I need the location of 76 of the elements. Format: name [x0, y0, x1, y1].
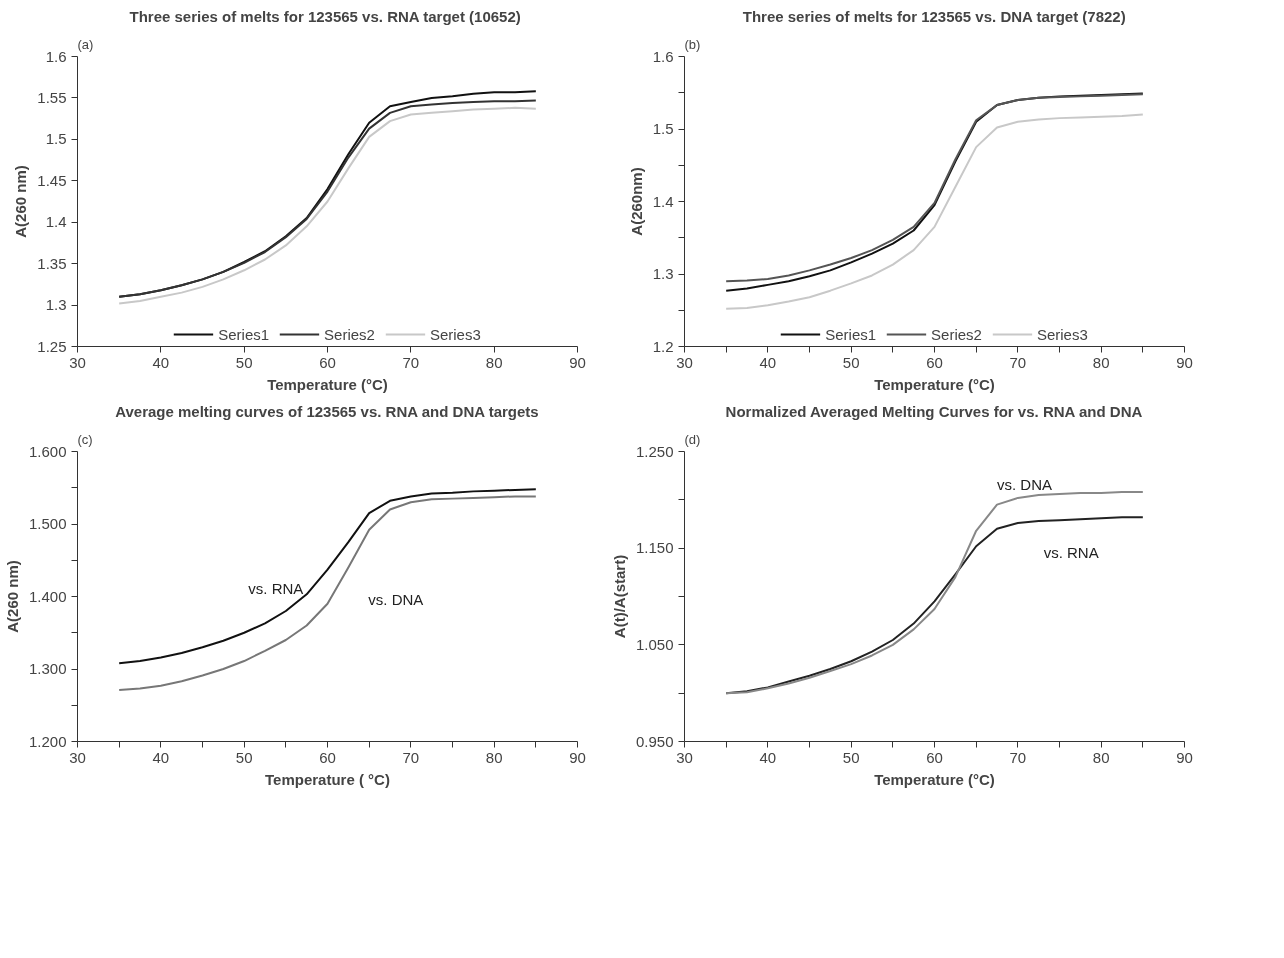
x-tick-label: 40	[759, 748, 777, 766]
text: (b)	[684, 36, 701, 52]
chart-title: Three series of melts for 123565 vs. RNA target (10652)	[129, 7, 521, 25]
legend-label: Series2	[324, 325, 375, 343]
x-tick-label: 90	[1176, 353, 1193, 371]
x-tick-label: 80	[1092, 353, 1110, 371]
x-tick-label: 40	[759, 353, 777, 371]
y-tick-label: 1.050	[635, 635, 674, 653]
chart-title: Normalized Averaged Melting Curves for vs. RNA and DNA	[725, 402, 1143, 420]
y-tick-label: 1.3	[45, 296, 67, 314]
x-tick-label: 60	[319, 748, 336, 766]
x-tick-label: 70	[1009, 748, 1027, 766]
x-tick-label: 30	[69, 748, 86, 766]
x-tick-label: 60	[319, 353, 336, 371]
series-label: vs. DNA	[997, 475, 1053, 493]
text: (c)	[77, 431, 93, 447]
y-tick-label: 0.950	[635, 732, 674, 750]
series-label: vs. RNA	[248, 580, 304, 597]
series-label: vs. DNA	[368, 590, 424, 608]
legend-label: Series1	[218, 325, 270, 343]
y-tick-label: 1.600	[28, 442, 67, 460]
chart-title: Average melting curves of 123565 vs. RNA and DNA targets	[115, 402, 539, 420]
x-tick-label: 70	[402, 748, 420, 766]
series-label: vs. RNA	[1043, 544, 1099, 562]
y-tick-label: 1.300	[28, 660, 67, 677]
y-tick-label: 1.500	[28, 515, 67, 532]
x-tick-label: 50	[235, 353, 253, 371]
x-tick-label: 40	[152, 353, 170, 371]
x-tick-label: 30	[676, 353, 693, 371]
x-tick-label: 70	[1009, 353, 1027, 371]
x-tick-label: 90	[569, 748, 586, 766]
legend-label: Series3	[1036, 325, 1088, 343]
y-tick-label: 1.2	[652, 337, 674, 355]
y-tick-label: 1.5	[652, 120, 674, 137]
x-tick-label: 70	[402, 353, 420, 371]
x-tick-label: 50	[842, 353, 860, 371]
y-tick-label: 1.6	[45, 47, 67, 65]
x-tick-label: 40	[152, 748, 170, 766]
x-axis-title: Temperature (°C)	[874, 770, 995, 788]
y-tick-label: 1.400	[28, 587, 67, 605]
legend-label: Series1	[825, 325, 877, 343]
y-tick-label: 1.6	[652, 47, 674, 65]
x-tick-label: 30	[676, 748, 693, 766]
legend-label: Series2	[931, 325, 982, 343]
x-axis-title: Temperature (°C)	[267, 375, 388, 393]
x-tick-label: 80	[1092, 748, 1110, 766]
y-axis-title: A(260 nm)	[3, 560, 21, 633]
y-tick-label: 1.45	[37, 171, 67, 189]
x-tick-label: 90	[569, 353, 586, 371]
legend-label: Series3	[429, 325, 481, 343]
y-tick-label: 1.25	[37, 337, 67, 355]
y-tick-label: 1.4	[652, 192, 674, 210]
x-tick-label: 50	[235, 748, 253, 766]
x-axis-title: Temperature ( °C)	[265, 770, 390, 788]
text: (d)	[684, 431, 701, 447]
chart-title: Three series of melts for 123565 vs. DNA target (7822)	[742, 7, 1126, 25]
y-tick-label: 1.35	[37, 254, 67, 272]
x-tick-label: 80	[485, 748, 503, 766]
y-tick-label: 1.3	[652, 265, 674, 282]
x-tick-label: 30	[69, 353, 86, 371]
text: (a)	[77, 36, 94, 52]
y-tick-label: 1.250	[635, 442, 674, 460]
x-axis-title: Temperature (°C)	[874, 375, 995, 393]
x-tick-label: 60	[926, 748, 943, 766]
y-tick-label: 1.200	[28, 732, 67, 750]
x-tick-label: 50	[842, 748, 860, 766]
x-tick-label: 80	[485, 353, 503, 371]
y-tick-label: 1.55	[37, 88, 67, 106]
y-axis-title: A(260nm)	[627, 167, 645, 236]
y-axis-title: A(t)/A(start)	[610, 554, 628, 639]
y-tick-label: 1.150	[635, 539, 674, 557]
x-tick-label: 90	[1176, 748, 1193, 766]
y-tick-label: 1.5	[45, 130, 67, 148]
x-tick-label: 60	[926, 353, 943, 371]
y-tick-label: 1.4	[45, 213, 67, 231]
y-axis-title: A(260 nm)	[12, 165, 30, 238]
